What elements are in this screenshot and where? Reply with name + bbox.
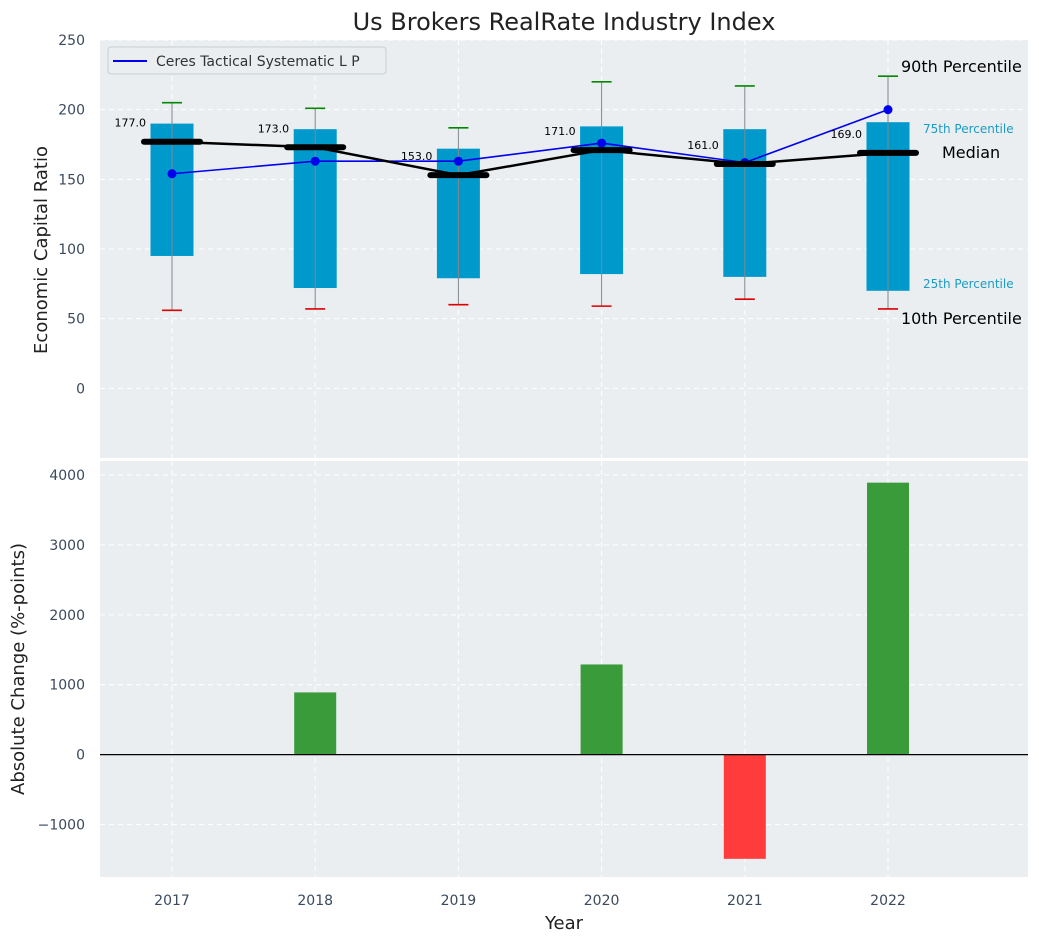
top-gridlines <box>100 39 1028 389</box>
x-tick-label-2020: 2020 <box>584 893 620 909</box>
box-plots <box>150 75 910 312</box>
top-y-tick-label: 150 <box>58 172 85 188</box>
top-y-tick-label: 250 <box>58 33 85 49</box>
x-tick-labels: 2017 2018 2019 2020 2021 2022 <box>154 893 906 909</box>
top-y-tick-label: 0 <box>76 381 85 397</box>
series-point-2020 <box>597 138 607 148</box>
series-line-group <box>167 105 893 179</box>
x-tick-label-2021: 2021 <box>727 893 763 909</box>
top-y-axis-label: Economic Capital Ratio <box>31 146 52 354</box>
bottom-y-axis-label: Absolute Change (%-points) <box>8 543 29 795</box>
series-point-2017 <box>167 169 177 179</box>
top-y-tick-label: 200 <box>58 103 85 119</box>
legend: Ceres Tactical Systematic L P <box>107 46 387 75</box>
bottom-y-tick-label: 1000 <box>49 678 85 694</box>
bottom-y-tick-label: 0 <box>76 748 85 764</box>
median-label-2017: 177.0 <box>115 117 147 130</box>
x-tick-label-2017: 2017 <box>154 893 190 909</box>
series-point-2019 <box>453 156 463 166</box>
median-label-2020: 171.0 <box>544 125 576 138</box>
bar-2020 <box>580 664 623 755</box>
chart-title: Us Brokers RealRate Industry Index <box>353 8 776 36</box>
bar-2018 <box>294 692 337 755</box>
median-label-2022: 169.0 <box>831 128 863 141</box>
top-y-tick-label: 50 <box>67 312 85 328</box>
top-y-tick-label: 100 <box>58 242 85 258</box>
median-label-2021: 161.0 <box>687 139 719 152</box>
bottom-y-tick-label: 3000 <box>49 538 85 554</box>
median-label-2019: 153.0 <box>401 150 433 163</box>
bottom-y-ticks: −1000 0 1000 2000 3000 4000 <box>38 468 85 834</box>
annotation-25th: 25th Percentile <box>923 277 1014 291</box>
annotation-90th: 90th Percentile <box>901 57 1022 76</box>
series-line <box>171 108 889 175</box>
top-y-ticks: 0 50 100 150 200 250 <box>58 33 85 397</box>
bar-2021 <box>723 754 766 859</box>
series-point-2018 <box>310 156 320 166</box>
x-tick-label-2019: 2019 <box>441 893 477 909</box>
bottom-y-tick-label: 2000 <box>49 608 85 624</box>
median-line-group <box>141 138 919 179</box>
legend-label: Ceres Tactical Systematic L P <box>156 54 360 70</box>
x-axis-label: Year <box>544 913 584 934</box>
series-point-2022 <box>883 105 893 115</box>
bottom-y-tick-label: 4000 <box>49 468 85 484</box>
median-value-labels: 177.0 173.0 153.0 171.0 161.0 169.0 <box>115 117 863 163</box>
bar-2022 <box>867 482 909 755</box>
annotation-median: Median <box>942 143 1000 162</box>
change-bars <box>294 482 909 859</box>
median-label-2018: 173.0 <box>258 122 290 135</box>
bottom-y-tick-label: −1000 <box>38 818 85 834</box>
legend-box <box>107 46 387 75</box>
x-tick-label-2018: 2018 <box>297 893 333 909</box>
annotation-75th: 75th Percentile <box>923 122 1014 136</box>
x-tick-label-2022: 2022 <box>870 893 906 909</box>
annotation-10th: 10th Percentile <box>901 309 1022 328</box>
